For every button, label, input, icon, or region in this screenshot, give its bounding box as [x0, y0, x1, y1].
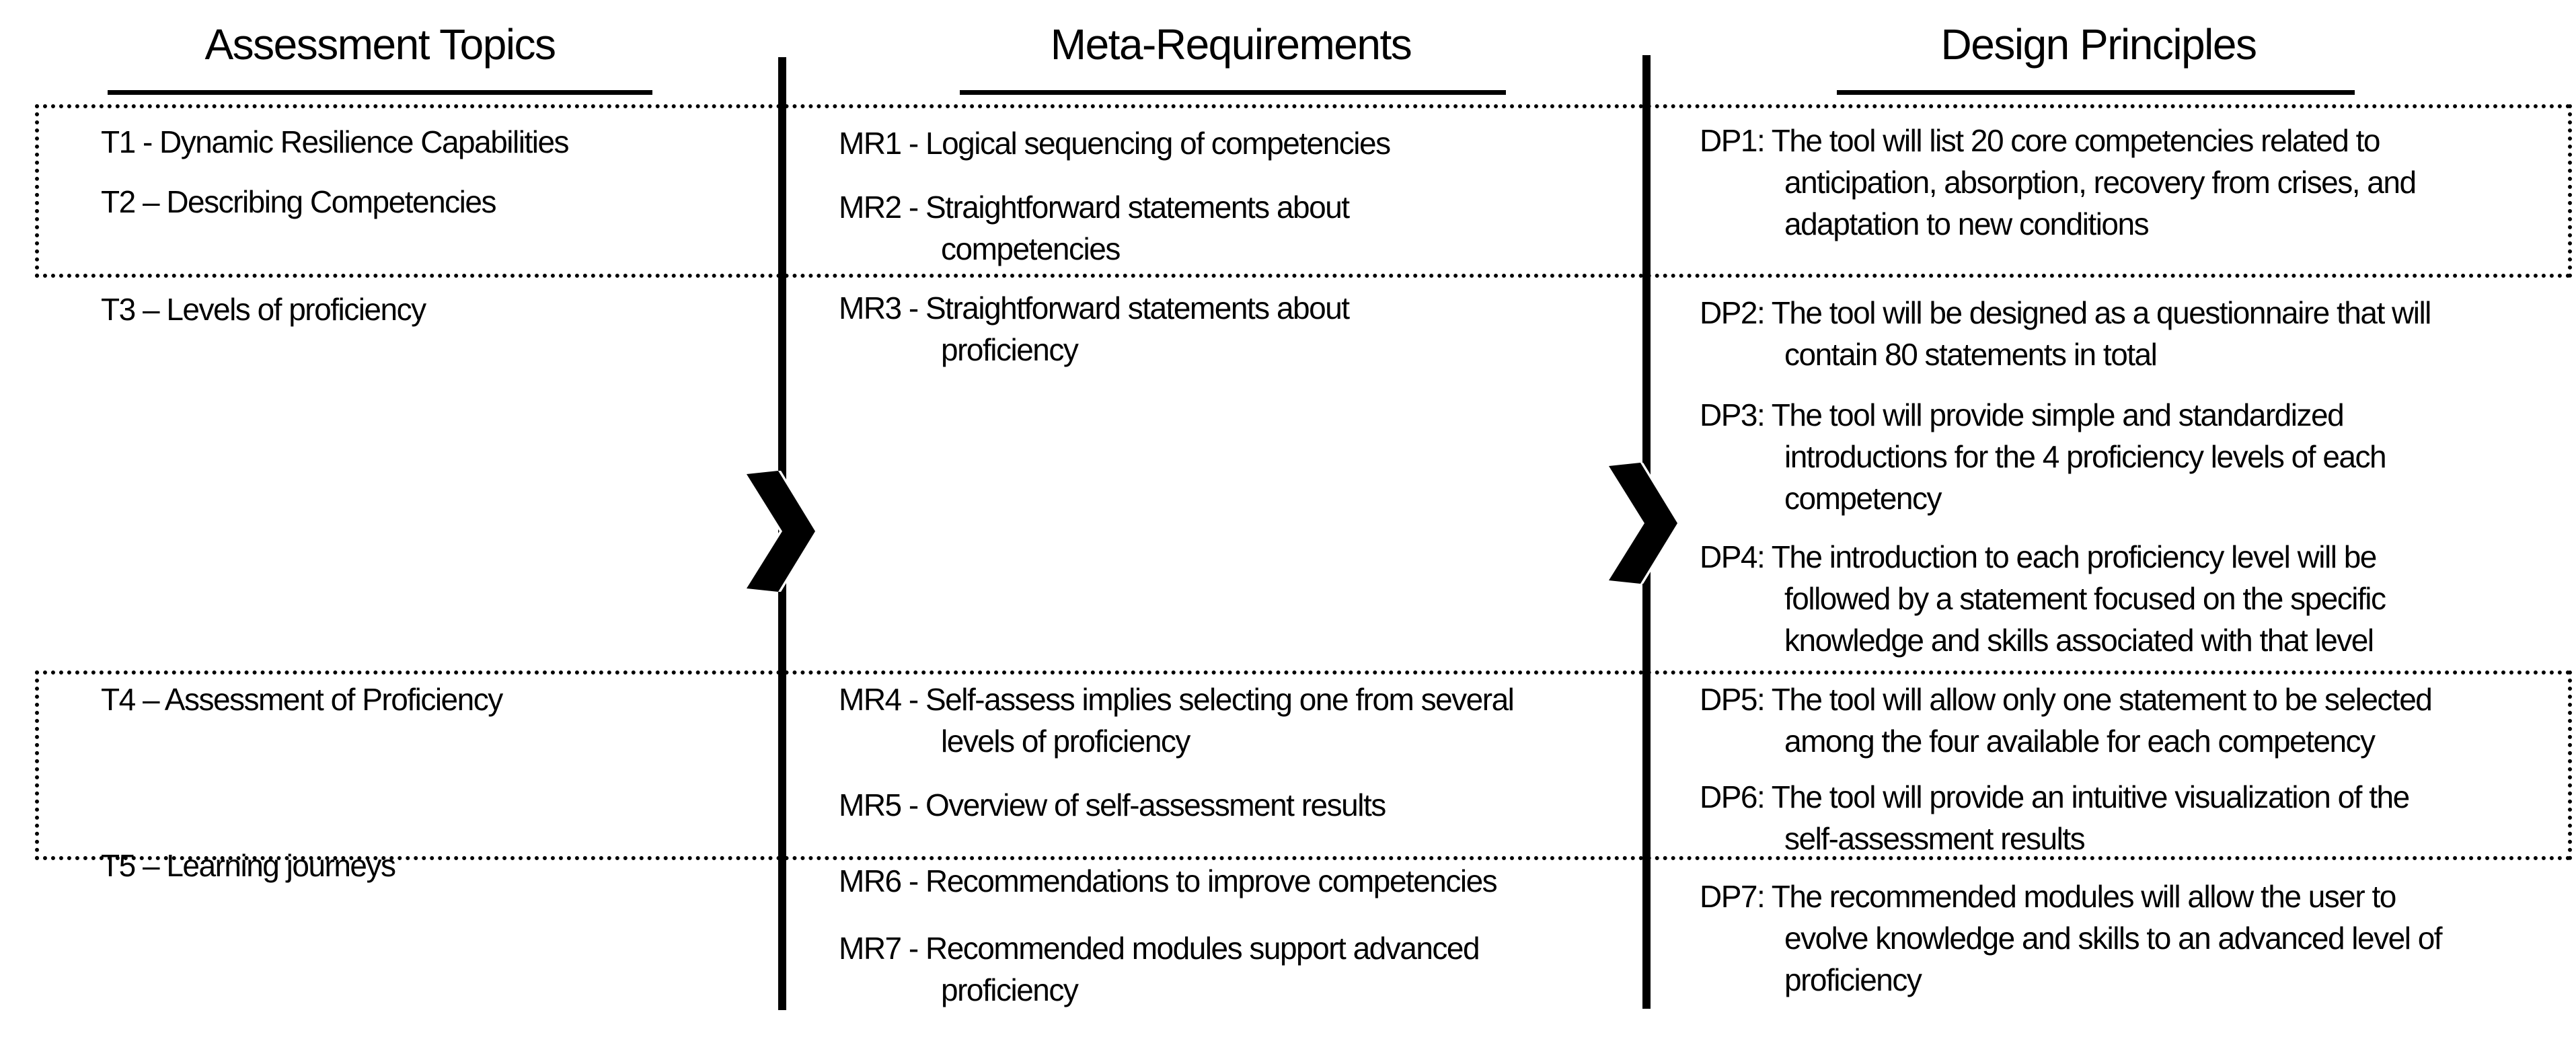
dotted-group-box-bottom: [35, 670, 2572, 860]
meta-requirement-MR7: MR7 - Recommended modules support advanc…: [839, 931, 1480, 1007]
topic-item-T2: T2 – Describing Competencies: [101, 184, 496, 219]
meta-requirement-MR2: MR2 - Straightforward statements about c…: [839, 190, 1350, 266]
topic-item-T1: T1 - Dynamic Resilience Capabilities: [101, 124, 570, 159]
design-principle-DP4: DP4: The introduction to each proficienc…: [1700, 539, 2386, 658]
column-title-meta-requirements: Meta-Requirements: [1050, 20, 1412, 69]
meta-requirement-MR1: MR1 - Logical sequencing of competencies: [839, 126, 1391, 161]
chevron-right-icon: [1609, 463, 1677, 584]
design-principle-DP5: DP5: The tool will allow only one statem…: [1700, 682, 2433, 759]
chevron-right-icon: [747, 471, 815, 592]
design-principle-DP2: DP2: The tool will be designed as a ques…: [1700, 295, 2431, 372]
meta-requirement-MR4: MR4 - Self-assess implies selecting one …: [839, 682, 1515, 759]
title-underline: [108, 90, 652, 95]
design-principle-DP3: DP3: The tool will provide simple and st…: [1700, 397, 2387, 516]
column-title-assessment-topics: Assessment Topics: [204, 20, 556, 69]
dotted-group-box-top: [35, 104, 2572, 278]
topic-item-T3: T3 – Levels of proficiency: [101, 292, 426, 327]
design-principle-DP7: DP7: The recommended modules will allow …: [1700, 879, 2443, 997]
title-underline: [1837, 90, 2355, 95]
design-principle-DP1: DP1: The tool will list 20 core competen…: [1700, 123, 2417, 241]
topic-item-T4: T4 – Assessment of Proficiency: [101, 682, 503, 717]
meta-requirement-MR6: MR6 - Recommendations to improve compete…: [839, 863, 1498, 898]
title-underline: [960, 90, 1506, 95]
meta-requirement-MR3: MR3 - Straightforward statements about p…: [839, 291, 1350, 367]
column-title-design-principles: Design Principles: [1940, 20, 2257, 69]
design-principle-DP6: DP6: The tool will provide an intuitive …: [1700, 779, 2410, 856]
topic-item-T5: T5 – Learning journeys: [101, 848, 396, 883]
meta-requirement-MR5: MR5 - Overview of self-assessment result…: [839, 788, 1386, 822]
